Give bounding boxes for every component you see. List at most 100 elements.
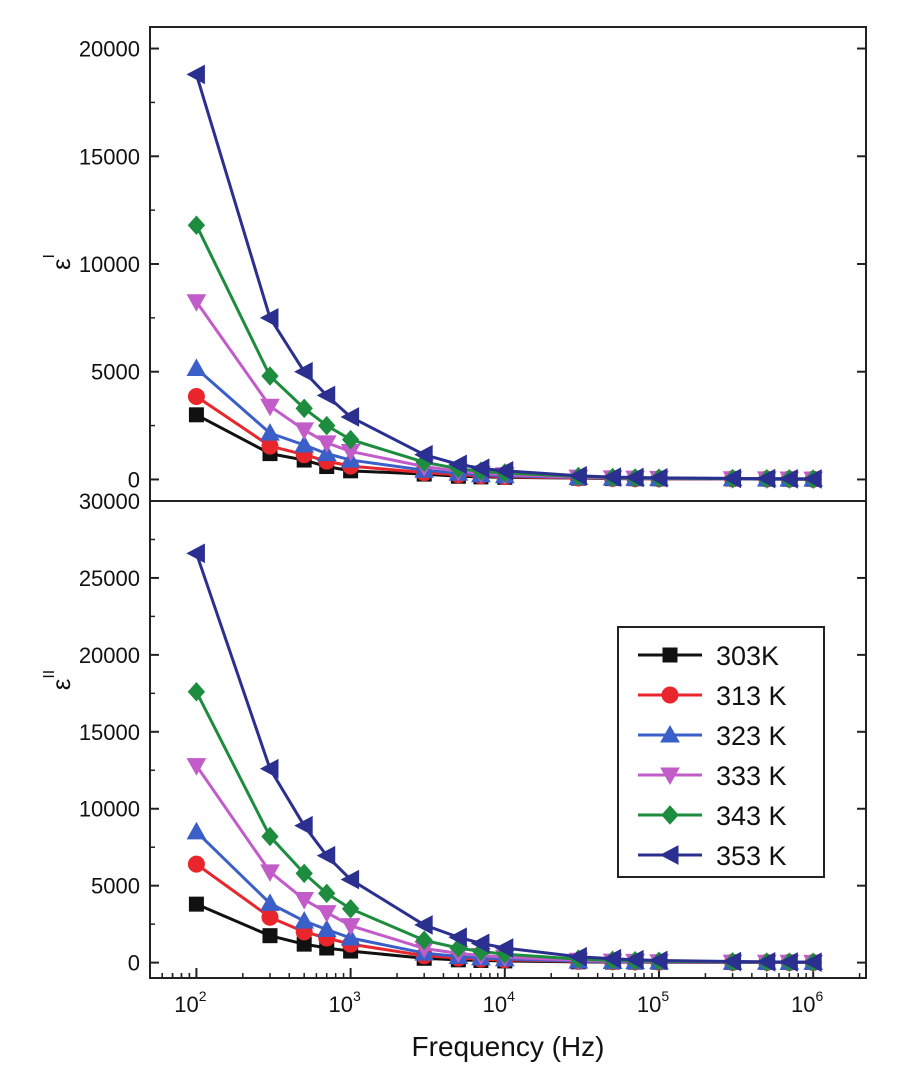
bottom-ylabel-prime: II	[41, 670, 58, 679]
top-y-axis-ticks: 0 5000 10000 15000 20000	[79, 37, 866, 492]
x-tick-label-1000: 103	[328, 988, 360, 1017]
legend-marker	[660, 724, 680, 743]
bottom-data-point	[494, 938, 514, 958]
x-tick-label-100: 102	[174, 988, 206, 1017]
top-plot-series	[186, 64, 824, 490]
bottom-data-point	[316, 845, 336, 866]
bottom-data-point	[186, 821, 207, 840]
bottom-data-point	[722, 951, 742, 972]
bottom-y-axis-label: εII	[41, 670, 76, 690]
bottom-ytick-label-10000: 10000	[79, 797, 140, 822]
top-data-point	[803, 469, 822, 489]
top-data-point	[187, 388, 205, 406]
bottom-data-point	[262, 928, 278, 944]
bottom-data-point	[260, 893, 280, 911]
bottom-data-point	[340, 918, 361, 936]
top-data-point	[186, 294, 207, 312]
top-series-333k	[186, 294, 824, 490]
top-data-point	[259, 308, 279, 328]
top-y-axis-label: εI	[41, 254, 76, 270]
bottom-data-point	[187, 682, 206, 702]
top-data-point	[602, 467, 622, 487]
top-data-point	[294, 361, 313, 382]
top-data-point	[625, 467, 644, 488]
x-tick-label-100000: 105	[637, 988, 669, 1017]
top-series-line	[195, 300, 814, 481]
bottom-data-point	[756, 952, 776, 972]
bottom-ytick-label-15000: 15000	[79, 720, 140, 745]
top-data-point	[187, 215, 206, 235]
top-ylabel-prime: I	[41, 254, 58, 258]
bottom-data-point	[186, 543, 205, 564]
x-axis-title: Frequency (Hz)	[412, 1031, 605, 1062]
bottom-data-point	[259, 758, 279, 779]
bottom-data-point	[260, 864, 280, 882]
top-data-point	[494, 461, 514, 481]
top-data-point	[261, 366, 279, 386]
top-data-point	[340, 407, 360, 427]
bottom-data-point	[470, 933, 490, 954]
top-ylabel-epsilon: ε	[46, 258, 76, 270]
top-series-353k	[186, 64, 822, 489]
bottom-data-point	[448, 927, 467, 948]
top-data-point	[568, 465, 587, 486]
legend-label: 353 K	[716, 841, 787, 871]
bottom-ytick-label-20000: 20000	[79, 643, 140, 668]
bottom-data-point	[414, 915, 433, 935]
legend-marker	[662, 647, 678, 663]
top-data-point	[779, 468, 798, 489]
bottom-data-point	[261, 908, 279, 926]
svg-text:εI: εI	[41, 254, 76, 270]
bottom-data-point	[294, 911, 315, 929]
x-axis-ticks: 102 103 104 105 106	[149, 968, 861, 1017]
bottom-data-point	[415, 930, 433, 951]
top-ytick-label-15000: 15000	[79, 144, 140, 169]
top-panel-frame	[149, 26, 867, 502]
bottom-plot-series	[186, 543, 824, 973]
bottom-ylabel-epsilon: ε	[46, 678, 76, 690]
bottom-panel-frame	[149, 500, 867, 979]
bottom-data-point	[341, 899, 360, 919]
top-ytick-label-0: 0	[128, 467, 140, 492]
bottom-data-point	[316, 919, 337, 938]
bottom-ytick-label-5000: 5000	[91, 874, 140, 899]
top-data-point	[316, 385, 336, 406]
bottom-data-point	[340, 927, 361, 946]
bottom-data-point	[294, 892, 315, 910]
top-data-point	[295, 398, 313, 419]
top-data-point	[294, 434, 315, 453]
top-data-point	[341, 429, 360, 450]
bottom-data-point	[318, 883, 336, 904]
bottom-data-point	[779, 952, 798, 972]
top-ytick-label-10000: 10000	[79, 252, 140, 277]
top-data-point	[186, 64, 205, 85]
bottom-data-point	[187, 855, 205, 873]
top-ytick-label-5000: 5000	[91, 360, 140, 385]
bottom-y-axis-ticks: 0 5000 10000 15000 20000 25000 30000	[79, 489, 866, 976]
bottom-ytick-label-25000: 25000	[79, 566, 140, 591]
bottom-ytick-label-0: 0	[128, 951, 140, 976]
legend-marker	[659, 845, 679, 865]
top-data-point	[316, 435, 337, 453]
bottom-data-point	[625, 949, 644, 970]
top-data-point	[318, 415, 336, 436]
top-data-point	[756, 468, 776, 489]
legend-marker	[661, 805, 679, 825]
bottom-data-point	[261, 826, 279, 847]
top-series-343k	[187, 215, 822, 489]
svg-text:εII: εII	[41, 670, 76, 690]
legend: 303K 313 K 323 K 333 K 343 K 353 K	[617, 626, 825, 878]
top-data-point	[260, 423, 280, 441]
legend-marker	[660, 767, 680, 786]
top-data-point	[722, 468, 742, 489]
top-data-point	[448, 454, 467, 475]
legend-label: 303K	[716, 641, 779, 671]
bottom-data-point	[648, 950, 668, 971]
bottom-data-point	[294, 815, 313, 836]
top-data-point	[414, 444, 433, 465]
bottom-data-point	[803, 952, 822, 972]
bottom-data-point	[340, 869, 360, 890]
top-data-point	[188, 407, 204, 423]
legend-marker	[661, 686, 679, 704]
